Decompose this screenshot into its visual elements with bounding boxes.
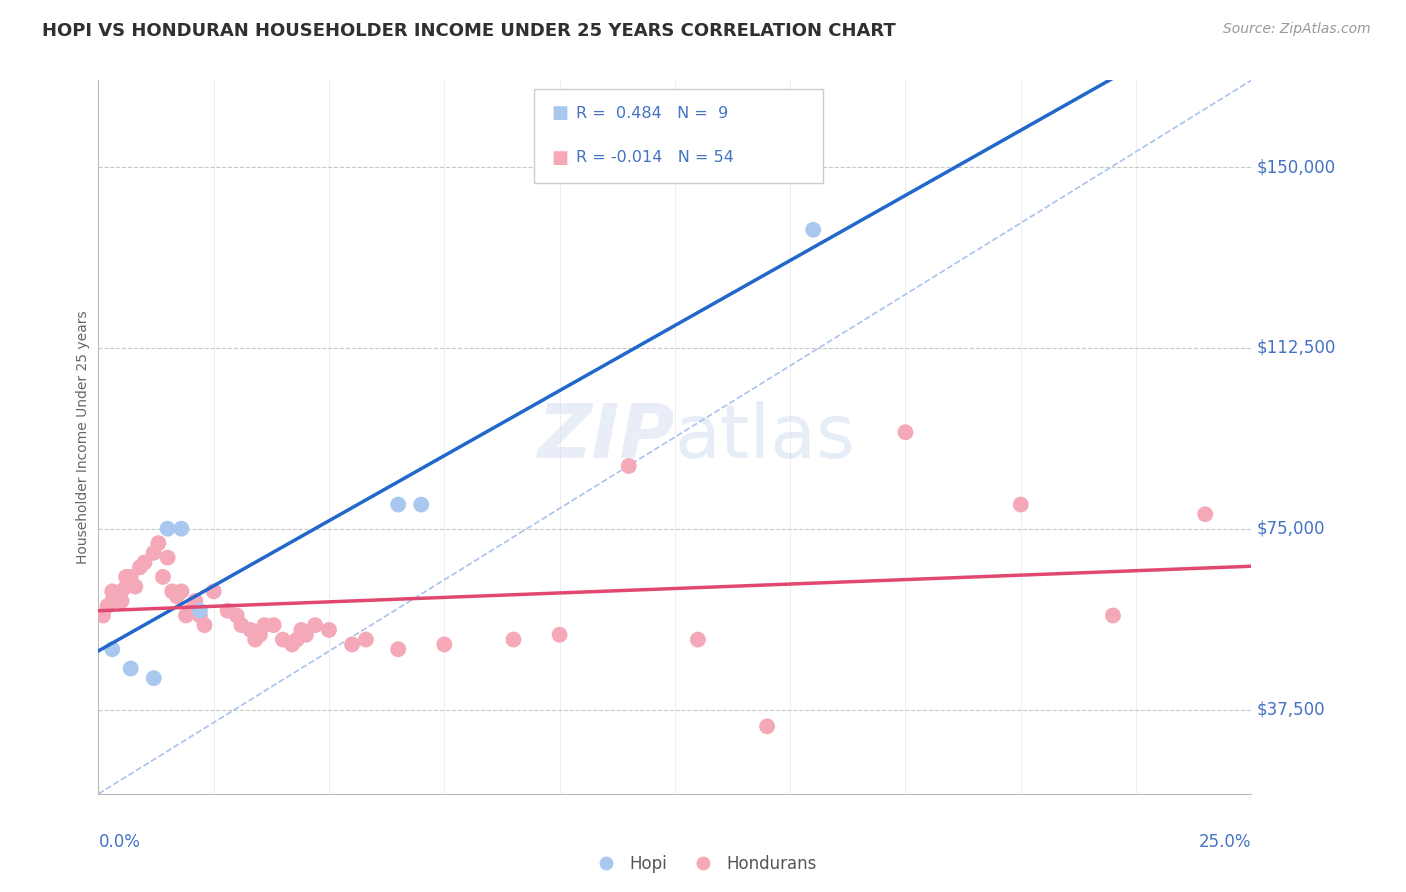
Text: HOPI VS HONDURAN HOUSEHOLDER INCOME UNDER 25 YEARS CORRELATION CHART: HOPI VS HONDURAN HOUSEHOLDER INCOME UNDE…: [42, 22, 896, 40]
Point: [110, 594, 132, 608]
Point: [263, 618, 285, 632]
Point: [354, 632, 377, 647]
Point: [134, 556, 156, 570]
Point: [249, 628, 271, 642]
Point: [686, 632, 709, 647]
Point: [180, 604, 202, 618]
Point: [142, 671, 165, 685]
Text: $37,500: $37,500: [1257, 700, 1326, 718]
Point: [115, 570, 138, 584]
Point: [124, 580, 146, 594]
Point: [129, 560, 152, 574]
Legend: Hopi, Hondurans: Hopi, Hondurans: [582, 848, 824, 880]
Point: [756, 719, 779, 733]
Point: [120, 661, 142, 675]
Point: [1102, 608, 1125, 623]
Point: [101, 594, 124, 608]
Text: R = -0.014   N = 54: R = -0.014 N = 54: [576, 151, 734, 165]
Text: ZIP: ZIP: [537, 401, 675, 474]
Point: [502, 632, 524, 647]
Point: [225, 608, 247, 623]
Point: [152, 570, 174, 584]
Point: [160, 584, 183, 599]
Point: [304, 618, 326, 632]
Point: [239, 623, 262, 637]
Point: [193, 618, 215, 632]
Point: [188, 604, 211, 618]
Point: [170, 522, 193, 536]
Point: [156, 522, 179, 536]
Point: [91, 608, 114, 623]
Point: [617, 458, 640, 473]
Point: [142, 546, 165, 560]
Text: Source: ZipAtlas.com: Source: ZipAtlas.com: [1223, 22, 1371, 37]
Point: [548, 628, 571, 642]
Text: 0.0%: 0.0%: [98, 833, 141, 851]
Point: [202, 584, 225, 599]
Text: ■: ■: [551, 149, 568, 167]
Point: [894, 425, 917, 440]
Point: [110, 584, 132, 599]
Text: 25.0%: 25.0%: [1199, 833, 1251, 851]
Point: [217, 604, 239, 618]
Text: R =  0.484   N =  9: R = 0.484 N = 9: [576, 106, 728, 120]
Point: [387, 498, 409, 512]
Point: [101, 584, 124, 599]
Point: [97, 599, 120, 613]
Text: ■: ■: [551, 104, 568, 122]
Point: [166, 589, 188, 603]
Point: [433, 637, 456, 651]
Point: [318, 623, 340, 637]
Point: [245, 632, 267, 647]
Point: [271, 632, 294, 647]
Point: [188, 608, 211, 623]
Point: [184, 594, 207, 608]
Point: [411, 498, 433, 512]
Point: [148, 536, 170, 550]
Text: $112,500: $112,500: [1257, 339, 1337, 357]
Point: [156, 550, 179, 565]
Point: [295, 628, 318, 642]
Point: [285, 632, 308, 647]
Point: [115, 580, 138, 594]
Point: [253, 618, 276, 632]
Point: [170, 584, 193, 599]
Point: [231, 618, 253, 632]
Point: [290, 623, 312, 637]
Point: [387, 642, 409, 657]
Point: [120, 570, 142, 584]
Point: [801, 223, 824, 237]
Text: $75,000: $75,000: [1257, 520, 1326, 538]
Point: [281, 637, 304, 651]
Y-axis label: Householder Income Under 25 years: Householder Income Under 25 years: [76, 310, 90, 564]
Point: [101, 642, 124, 657]
Text: atlas: atlas: [675, 401, 856, 474]
Point: [1194, 507, 1216, 521]
Point: [340, 637, 363, 651]
Point: [174, 608, 197, 623]
Text: $150,000: $150,000: [1257, 158, 1336, 176]
Point: [1010, 498, 1032, 512]
Point: [105, 589, 128, 603]
